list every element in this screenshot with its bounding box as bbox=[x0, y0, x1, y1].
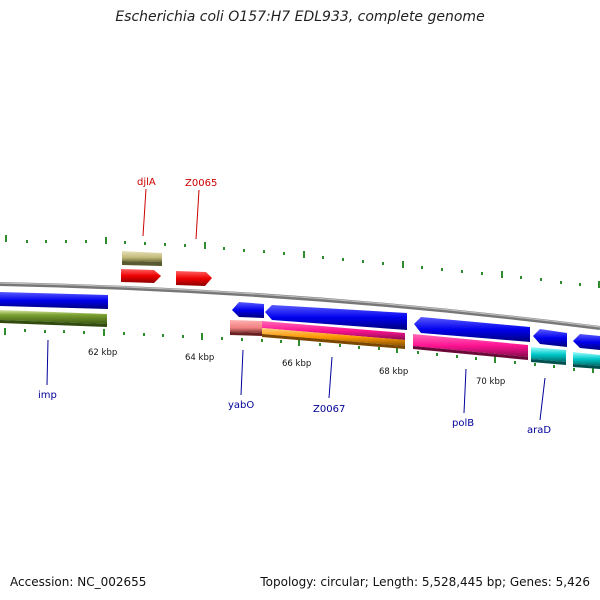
feature-djlA-khaki[interactable] bbox=[122, 251, 162, 266]
feature-yabO[interactable] bbox=[230, 320, 262, 336]
gene-label-Z0065[interactable]: Z0065 bbox=[185, 178, 217, 189]
feature-Z0067-magenta[interactable] bbox=[262, 321, 405, 340]
feature-blue-right[interactable] bbox=[573, 334, 600, 350]
feature-cyan-right[interactable] bbox=[573, 352, 600, 369]
top-label-leaders bbox=[142, 188, 200, 240]
scale-label-64: 64 kbp bbox=[185, 353, 214, 363]
gene-label-imp[interactable]: imp bbox=[38, 390, 57, 401]
gene-label-djlA[interactable]: djlA bbox=[137, 177, 156, 188]
genome-backbone bbox=[0, 282, 600, 330]
feature-blue-left[interactable] bbox=[0, 292, 108, 309]
accession-text: Accession: NC_002655 bbox=[10, 575, 147, 589]
gene-label-yabO[interactable]: yabO bbox=[228, 400, 254, 411]
scale-label-62: 62 kbp bbox=[88, 348, 117, 358]
feature-Z0065[interactable] bbox=[176, 271, 212, 286]
gene-label-Z0067[interactable]: Z0067 bbox=[313, 404, 345, 415]
feature-Z0067[interactable] bbox=[262, 328, 405, 349]
gene-label-araD[interactable]: araD bbox=[527, 425, 551, 436]
outer-tick-row bbox=[5, 235, 600, 288]
topology-summary: Topology: circular; Length: 5,528,445 bp… bbox=[260, 575, 590, 589]
feature-araD[interactable] bbox=[531, 347, 566, 365]
feature-polB[interactable] bbox=[413, 334, 528, 360]
feature-blue-short[interactable] bbox=[232, 302, 264, 318]
inner-tick-row bbox=[4, 328, 594, 373]
scale-label-66: 66 kbp bbox=[282, 359, 311, 369]
feature-blue-long[interactable] bbox=[265, 305, 407, 330]
feature-blue-araD-upper[interactable] bbox=[533, 329, 567, 347]
map-title: Escherichia coli O157:H7 EDL933, complet… bbox=[115, 9, 485, 25]
feature-blue-polB-upper[interactable] bbox=[414, 317, 530, 342]
gene-label-polB[interactable]: polB bbox=[452, 418, 474, 429]
scale-label-70: 70 kbp bbox=[476, 377, 505, 387]
bottom-label-leaders bbox=[46, 339, 546, 421]
feature-djlA[interactable] bbox=[121, 269, 161, 283]
scale-label-68: 68 kbp bbox=[379, 367, 408, 377]
feature-imp[interactable] bbox=[0, 310, 107, 327]
